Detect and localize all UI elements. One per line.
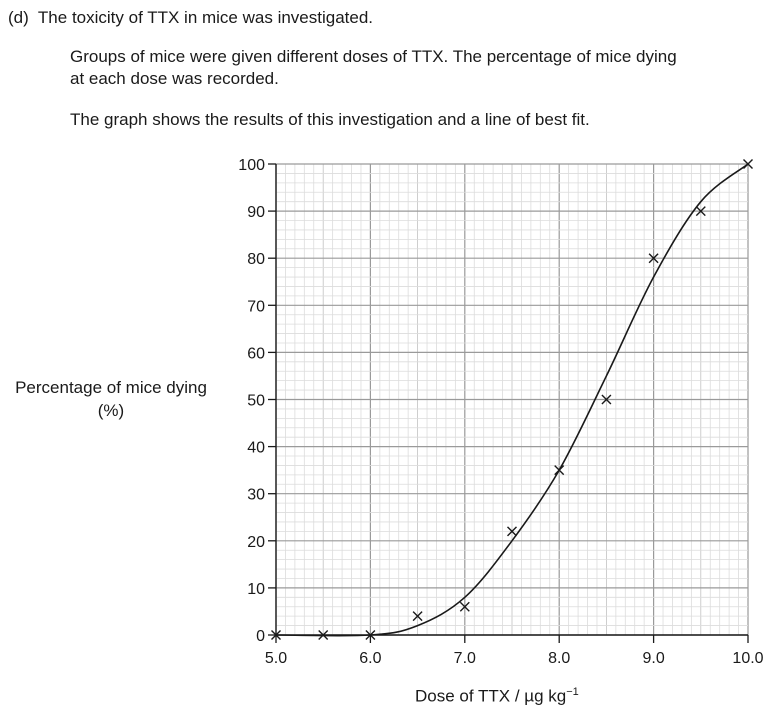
- question-para2: The graph shows the results of this inve…: [70, 110, 590, 129]
- question-para1-line1: Groups of mice were given different dose…: [70, 47, 677, 66]
- data-point-stroke: [601, 394, 612, 405]
- y-tick-label: 70: [247, 298, 265, 315]
- data-point-stroke: [554, 465, 565, 476]
- y-tick-label: 50: [247, 393, 265, 410]
- best-fit-line: [275, 163, 749, 637]
- data-point: [648, 253, 659, 264]
- question-part-label: (d): [8, 8, 29, 27]
- x-tick-label: 6.0: [359, 650, 381, 667]
- data-point-stroke: [459, 601, 470, 612]
- y-tick-label: 10: [247, 581, 265, 598]
- data-point-stroke: [695, 206, 706, 217]
- x-tick-label: 5.0: [265, 650, 287, 667]
- data-point: [365, 630, 376, 640]
- x-axis-label-text: Dose of TTX / µg kg: [415, 686, 567, 706]
- y-tick-label: 90: [247, 204, 265, 221]
- y-tick-label: 20: [247, 534, 265, 551]
- y-axis-label-text: Percentage of mice dying: [15, 378, 207, 397]
- y-tick-label: 30: [247, 487, 265, 504]
- y-tick-label: 60: [247, 345, 265, 362]
- chart-tick-labels: 0 10 20 30 40 50 60 70 80 90 100 5.0 6.0 7.0 8.0 9.0 10.…: [238, 157, 763, 667]
- question-intro: (d) The toxicity of TTX in mice was inve…: [8, 7, 373, 28]
- data-point: [695, 206, 706, 217]
- data-point-stroke: [412, 611, 423, 622]
- data-point-stroke: [271, 630, 281, 640]
- x-tick-label: 8.0: [548, 650, 570, 667]
- y-tick-label: 40: [247, 440, 265, 457]
- data-point: [601, 394, 612, 405]
- data-point-stroke: [365, 630, 376, 640]
- y-tick-label: 80: [247, 251, 265, 268]
- data-point: [459, 601, 470, 612]
- x-tick-label: 7.0: [454, 650, 476, 667]
- question-para1-line2: at each dose was recorded.: [70, 69, 279, 88]
- x-axis-label-exponent: −1: [566, 686, 579, 698]
- question-intro-text: The toxicity of TTX in mice was investig…: [37, 8, 374, 27]
- data-point-stroke: [743, 159, 753, 169]
- data-point-stroke: [507, 526, 517, 537]
- data-point: [507, 526, 517, 537]
- x-tick-label: 10.0: [732, 650, 763, 667]
- data-point: [271, 630, 281, 640]
- y-axis-label: Percentage of mice dying (%): [0, 376, 222, 422]
- data-point: [554, 465, 565, 476]
- y-tick-label: 0: [256, 628, 265, 645]
- y-axis-label-unit: (%): [97, 401, 125, 420]
- data-point: [743, 159, 753, 169]
- data-point: [318, 630, 329, 640]
- data-point-stroke: [318, 630, 329, 640]
- data-points: [271, 159, 753, 640]
- x-axis-label: Dose of TTX / µg kg−1: [415, 686, 579, 707]
- data-point: [412, 611, 423, 622]
- data-point-stroke: [648, 253, 659, 264]
- y-tick-label: 100: [238, 157, 265, 174]
- x-tick-label: 9.0: [642, 650, 664, 667]
